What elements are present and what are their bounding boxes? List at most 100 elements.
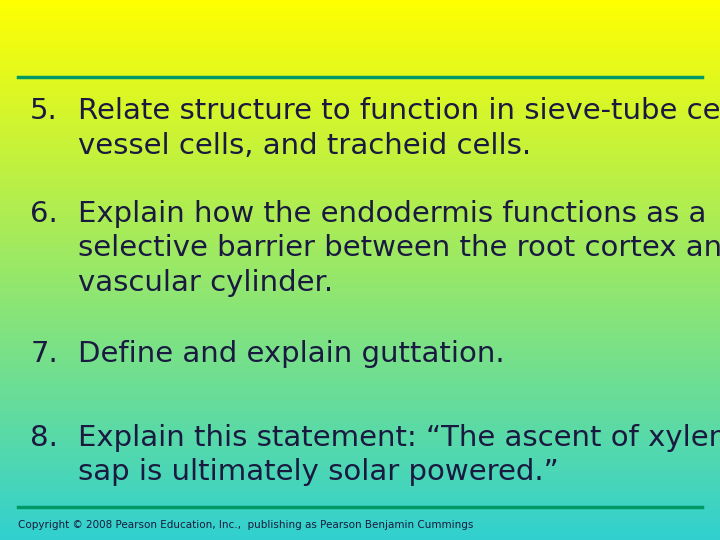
Bar: [0, 248, 720, 250]
Bar: [0, 336, 720, 339]
Bar: [0, 390, 720, 393]
Bar: [0, 339, 720, 340]
Bar: [0, 513, 720, 515]
Bar: [0, 463, 720, 464]
Bar: [0, 308, 720, 309]
Bar: [0, 403, 720, 405]
Bar: [0, 191, 720, 193]
Bar: [0, 374, 720, 376]
Bar: [0, 299, 720, 301]
Bar: [0, 274, 720, 275]
Bar: [0, 74, 720, 76]
Bar: [0, 285, 720, 286]
Bar: [0, 160, 720, 162]
Bar: [0, 130, 720, 131]
Bar: [0, 173, 720, 174]
Bar: [0, 137, 720, 139]
Bar: [0, 9, 720, 11]
Bar: [0, 254, 720, 255]
Bar: [0, 335, 720, 336]
Bar: [0, 313, 720, 315]
Bar: [0, 288, 720, 290]
Bar: [0, 457, 720, 459]
Bar: [0, 42, 720, 43]
Bar: [0, 414, 720, 416]
Bar: [0, 475, 720, 477]
Bar: [0, 295, 720, 297]
Bar: [0, 250, 720, 252]
Bar: [0, 389, 720, 390]
Bar: [0, 104, 720, 106]
Bar: [0, 331, 720, 333]
Bar: [0, 376, 720, 378]
Bar: [0, 293, 720, 295]
Bar: [0, 164, 720, 166]
Bar: [0, 410, 720, 412]
Bar: [0, 400, 720, 401]
Bar: [0, 128, 720, 130]
Bar: [0, 464, 720, 466]
Bar: [0, 135, 720, 137]
Bar: [0, 344, 720, 346]
Bar: [0, 416, 720, 417]
Bar: [0, 290, 720, 292]
Bar: [0, 363, 720, 366]
Text: 6.: 6.: [30, 200, 58, 228]
Bar: [0, 286, 720, 288]
Bar: [0, 355, 720, 356]
Bar: [0, 528, 720, 529]
Bar: [0, 439, 720, 441]
Bar: [0, 423, 720, 425]
Text: 5.: 5.: [30, 97, 58, 125]
Bar: [0, 452, 720, 454]
Bar: [0, 12, 720, 15]
Bar: [0, 317, 720, 319]
Bar: [0, 54, 720, 56]
Bar: [0, 106, 720, 108]
Bar: [0, 255, 720, 258]
Bar: [0, 65, 720, 66]
Bar: [0, 126, 720, 128]
Bar: [0, 231, 720, 232]
Bar: [0, 437, 720, 439]
Bar: [0, 205, 720, 207]
Bar: [0, 272, 720, 274]
Bar: [0, 27, 720, 29]
Bar: [0, 385, 720, 387]
Bar: [0, 5, 720, 7]
Bar: [0, 113, 720, 115]
Bar: [0, 119, 720, 120]
Bar: [0, 247, 720, 248]
Bar: [0, 31, 720, 32]
Bar: [0, 369, 720, 371]
Bar: [0, 142, 720, 144]
Bar: [0, 319, 720, 320]
Text: Copyright © 2008 Pearson Education, Inc.,  publishing as Pearson Benjamin Cummin: Copyright © 2008 Pearson Education, Inc.…: [18, 520, 473, 530]
Bar: [0, 259, 720, 261]
Bar: [0, 301, 720, 302]
Bar: [0, 373, 720, 374]
Bar: [0, 151, 720, 153]
Bar: [0, 509, 720, 511]
Bar: [0, 454, 720, 455]
Bar: [0, 218, 720, 220]
Bar: [0, 279, 720, 281]
Bar: [0, 504, 720, 506]
Bar: [0, 193, 720, 194]
Bar: [0, 277, 720, 279]
Bar: [0, 85, 720, 86]
Bar: [0, 124, 720, 126]
Bar: [0, 182, 720, 184]
Bar: [0, 123, 720, 124]
Bar: [0, 90, 720, 92]
Bar: [0, 239, 720, 241]
Bar: [0, 421, 720, 423]
Bar: [0, 236, 720, 238]
Bar: [0, 63, 720, 65]
Bar: [0, 58, 720, 59]
Bar: [0, 194, 720, 196]
Bar: [0, 320, 720, 322]
Bar: [0, 50, 720, 52]
Bar: [0, 371, 720, 373]
Bar: [0, 157, 720, 158]
